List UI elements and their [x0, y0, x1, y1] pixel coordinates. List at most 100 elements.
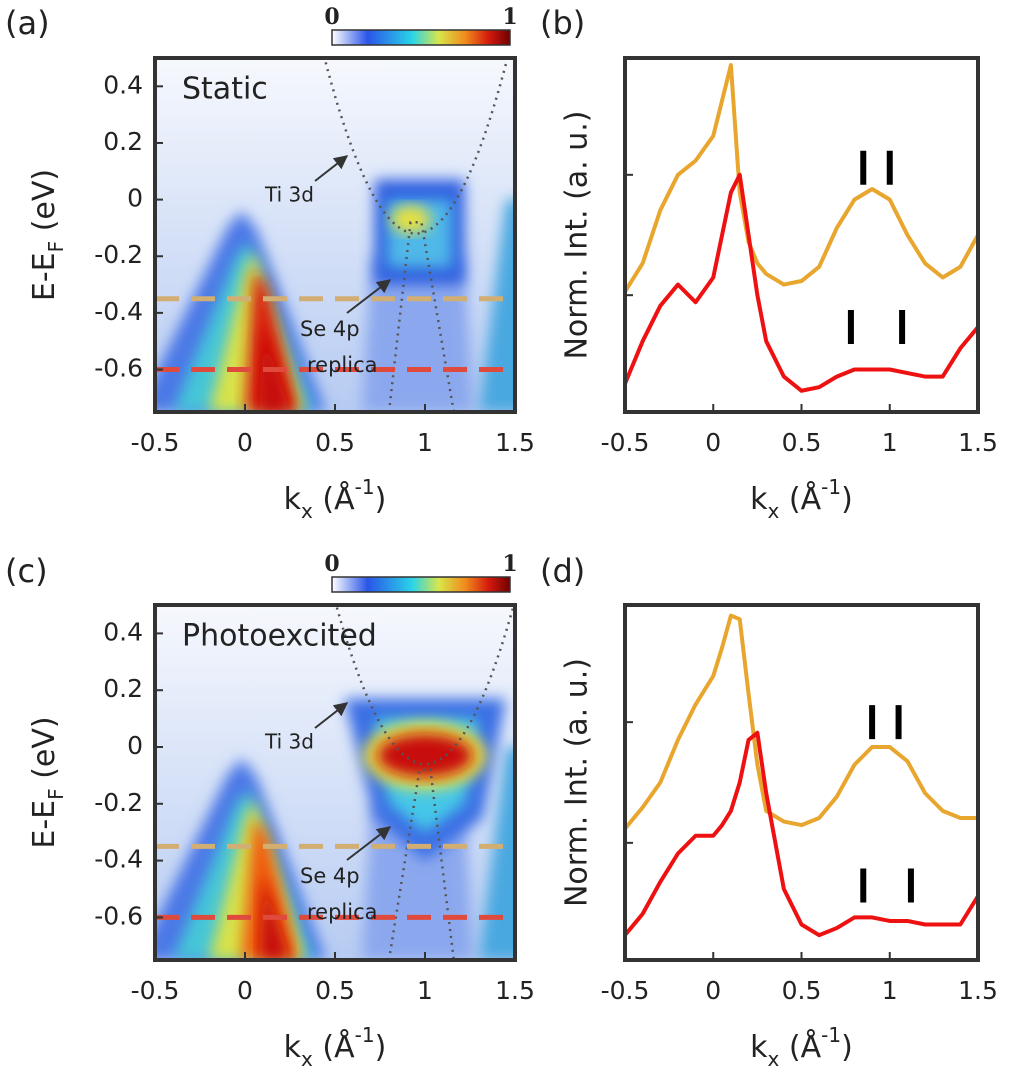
intensity-region [377, 733, 473, 778]
x-tick-label: 0.5 [315, 428, 355, 457]
plot-frame [623, 56, 980, 414]
replica-label: replica [307, 353, 378, 377]
label-part: x [768, 1047, 780, 1071]
replica-label: replica [307, 900, 378, 924]
label-part: x [301, 1047, 313, 1071]
panel-label: (c) [5, 552, 48, 590]
y-tick-label: 0.2 [103, 127, 143, 156]
y-tick-label: 0.4 [103, 617, 143, 646]
y-tick-label: 0 [127, 184, 143, 213]
intensity-curve [623, 172, 980, 393]
arrow [346, 826, 392, 861]
band-label: Ti 3d [264, 730, 314, 754]
annotation: Static [182, 72, 268, 107]
y-tick-label: 0.4 [103, 70, 143, 99]
x-tick-label: -0.5 [131, 976, 180, 1005]
x-tick-label: 0.5 [782, 976, 822, 1005]
band-guide [387, 221, 456, 412]
label-part: (eV) [27, 716, 62, 788]
panel-label: (b) [540, 4, 585, 42]
plot-frame [153, 603, 517, 962]
panel-label: (d) [540, 552, 585, 590]
x-tick-label: 0 [237, 428, 253, 457]
y-axis-label: E-EF (eV) [27, 169, 68, 301]
x-tick-label: 1 [882, 976, 898, 1005]
label-part: ) [375, 1030, 387, 1065]
x-tick-label: 0 [705, 428, 721, 457]
x-tick-label: 1 [417, 428, 433, 457]
label-part: k [284, 1030, 302, 1065]
x-tick-label: 1.5 [495, 976, 535, 1005]
heatmap-image [155, 58, 515, 412]
plot-frame [153, 56, 517, 414]
label-part: (Å [313, 481, 355, 517]
y-tick-label: -0.4 [94, 297, 143, 326]
y-axis-label: Norm. Int. (a. u.) [560, 110, 595, 359]
label-part: x [768, 499, 780, 523]
x-tick-label: 1 [882, 428, 898, 457]
colorbar-tick-label: 1 [502, 4, 517, 30]
label-part: x [301, 499, 313, 523]
panel-label: (a) [5, 4, 50, 42]
colorbar-tick-label: 0 [324, 551, 339, 577]
x-tick-label: -0.5 [601, 428, 650, 457]
intensity-region [479, 747, 515, 960]
y-tick-label: 0 [127, 731, 143, 760]
label-part: ) [841, 1030, 853, 1065]
band-guide [323, 58, 509, 235]
arrow [346, 279, 392, 314]
replica-label: Se 4p [300, 317, 360, 341]
y-tick-label: -0.6 [94, 901, 143, 930]
annotation: Photoexcited [182, 619, 377, 654]
band-guide [334, 605, 515, 766]
y-axis-label: E-EF (eV) [27, 716, 68, 848]
x-axis-label: kx (Å-1) [750, 475, 853, 523]
replica-label: Se 4p [300, 864, 360, 888]
heatmap-image [155, 605, 515, 960]
x-tick-label: 1.5 [958, 428, 998, 457]
intensity-curve [623, 730, 980, 938]
colorbar [331, 576, 511, 593]
intensity-region [362, 256, 474, 412]
label-part: F [44, 788, 68, 800]
label-part: ) [375, 482, 387, 517]
label-part: (Å [313, 1029, 355, 1065]
x-axis-label: kx (Å-1) [284, 1023, 387, 1071]
x-tick-label: -0.5 [601, 976, 650, 1005]
intensity-curve [623, 613, 978, 830]
x-tick-label: 1.5 [495, 428, 535, 457]
x-axis-label: kx (Å-1) [750, 1023, 853, 1071]
y-tick-label: -0.2 [94, 788, 143, 817]
x-tick-label: 0 [237, 976, 253, 1005]
y-tick-label: -0.4 [94, 845, 143, 874]
label-part: k [750, 482, 768, 517]
label-part: k [284, 482, 302, 517]
label-part: (Å [779, 1029, 821, 1065]
label-part: -1 [355, 475, 375, 499]
label-part: -1 [821, 1023, 841, 1047]
label-part: ) [841, 482, 853, 517]
plot-frame [623, 603, 980, 962]
x-tick-label: 1 [417, 976, 433, 1005]
label-part: -1 [821, 475, 841, 499]
colorbar [331, 29, 511, 46]
band-label: Ti 3d [264, 183, 314, 207]
intensity-region [245, 270, 299, 412]
intensity-curve [623, 63, 980, 293]
x-tick-label: -0.5 [131, 428, 180, 457]
label-part: E-E [27, 252, 62, 301]
x-tick-label: 1.5 [958, 976, 998, 1005]
label-part: (Å [779, 481, 821, 517]
y-tick-label: -0.2 [94, 240, 143, 269]
label-part: (eV) [27, 169, 62, 241]
x-tick-label: 0 [705, 976, 721, 1005]
label-part: k [750, 1030, 768, 1065]
colorbar-tick-label: 0 [324, 4, 339, 30]
x-tick-label: 0.5 [315, 976, 355, 1005]
colorbar-tick-label: 1 [502, 551, 517, 577]
x-axis-label: kx (Å-1) [284, 475, 387, 523]
label-part: E-E [27, 800, 62, 849]
y-axis-label: Norm. Int. (a. u.) [560, 658, 595, 907]
intensity-region [479, 199, 515, 412]
